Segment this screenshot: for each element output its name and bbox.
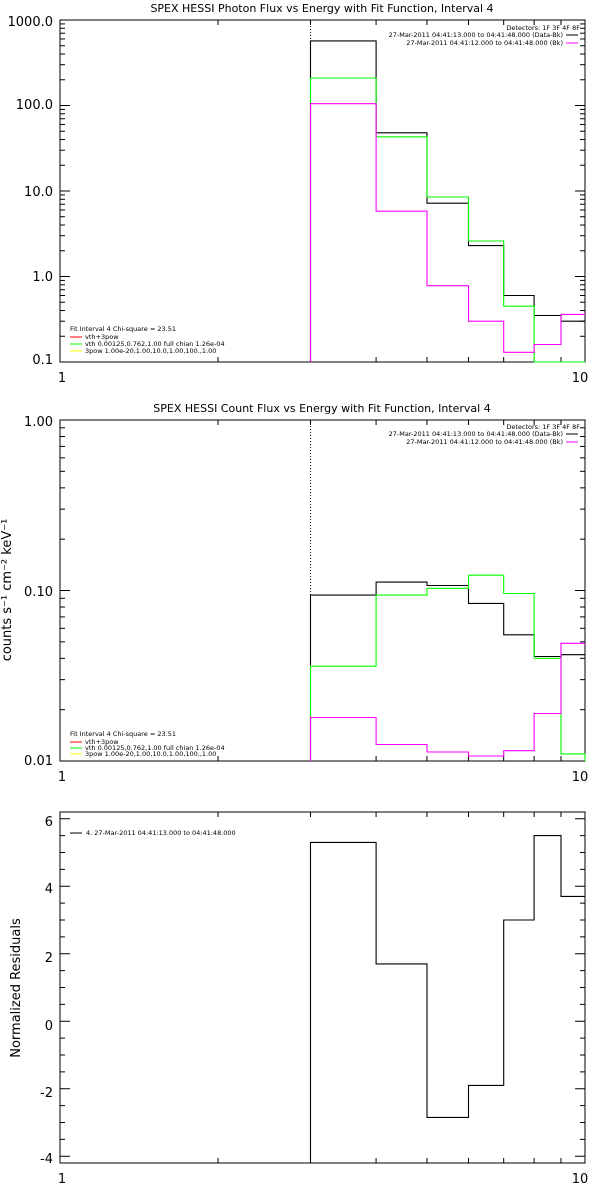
y-tick-label-2: 2 (45, 951, 53, 966)
legend-data-bk: 27-Mar-2011 04:41:13.000 to 04:41:48.000… (389, 430, 563, 438)
y-tick-label-0.01: 0.01 (24, 754, 53, 769)
x-tick-label-1: 1 (58, 1172, 66, 1187)
x-tick-label-10: 10 (572, 371, 589, 386)
x-tick-label-1: 1 (58, 770, 66, 785)
photon-flux-y-tick-labels: 0.1 1.0 10.0 100.0 1000.0 (8, 15, 54, 368)
residuals-x-tick-labels: 1 10 (58, 1172, 588, 1187)
count-flux-plot-frame (59, 419, 586, 762)
photon-flux-legend-top: Detectors: 1F 3F 4F 8F 27-Mar-2011 04:41… (389, 24, 581, 47)
y-tick-label-6: 6 (45, 815, 53, 830)
photon-flux-title: SPEX HESSI Photon Flux vs Energy with Fi… (150, 2, 493, 15)
y-tick-label-minus4: -4 (40, 1152, 53, 1167)
count-flux-ticks (59, 419, 586, 762)
legend-3pow: 3pow 1.00e-20,1.00,10.0,1.00,100.,1.00 (85, 750, 216, 758)
legend-vth3pow: vth+3pow (85, 738, 119, 746)
y-tick-label-10.0: 10.0 (24, 185, 53, 200)
legend-interval: 4. 27-Mar-2011 04:41:13.000 to 04:41:48.… (86, 829, 236, 837)
residuals-ticks (59, 812, 586, 1163)
y-tick-label-0: 0 (45, 1019, 53, 1034)
residuals-plot-frame (59, 811, 586, 1164)
legend-bk: 27-Mar-2011 04:41:12.000 to 04:41:48.000… (406, 438, 563, 446)
count-flux-series-0 (309, 581, 585, 761)
legend-data-bk: 27-Mar-2011 04:41:13.000 to 04:41:48.000… (389, 31, 563, 39)
y-tick-label-1000.0: 1000.0 (8, 15, 54, 30)
y-tick-label-minus2: -2 (40, 1086, 53, 1101)
photon-flux-panel: SPEX HESSI Photon Flux vs Energy with Fi… (8, 2, 589, 386)
y-tick-label-1.0: 1.0 (32, 270, 53, 285)
x-tick-label-1: 1 (58, 371, 66, 386)
legend-detectors: Detectors: 1F 3F 4F 8F (506, 24, 580, 32)
residuals-series-0 (309, 835, 585, 1163)
residuals-y-axis-label: Normalized Residuals (9, 918, 24, 1058)
photon-flux-series-1 (309, 77, 585, 363)
count-flux-y-tick-labels: 0.01 0.10 1.00 (24, 415, 53, 769)
count-flux-x-tick-labels: 1 10 (58, 770, 588, 785)
legend-3pow: 3pow 1.00e-20,1.00,10.0,1.00,100.,1.00 (85, 347, 216, 355)
count-flux-y-axis-label: counts s⁻¹ cm⁻² keV⁻¹ (0, 519, 15, 662)
y-tick-label-4: 4 (45, 882, 53, 897)
photon-flux-series-2 (309, 103, 585, 362)
y-tick-label-1.00: 1.00 (24, 415, 53, 430)
y-tick-label-100.0: 100.0 (16, 98, 53, 113)
count-flux-title: SPEX HESSI Count Flux vs Energy with Fit… (153, 402, 490, 415)
legend-vth3pow: vth+3pow (85, 333, 119, 341)
y-tick-label-0.10: 0.10 (24, 585, 53, 600)
count-flux-legend-top: Detectors: 1F 3F 4F 8F 27-Mar-2011 04:41… (389, 423, 581, 446)
photon-flux-plot-frame (59, 19, 586, 363)
legend-bk: 27-Mar-2011 04:41:12.000 to 04:41:48.000… (406, 39, 563, 47)
count-flux-series-2 (309, 642, 585, 761)
photon-flux-legend-bottom: Fit Interval 4 Chi-square = 23.51 vth+3p… (70, 325, 225, 355)
x-tick-label-10: 10 (572, 1172, 589, 1187)
y-tick-label-0.1: 0.1 (32, 353, 53, 368)
legend-vth: vth 0.00125,0.762,1.00 full chian 1.26e-… (85, 340, 225, 348)
residuals-legend: 4. 27-Mar-2011 04:41:13.000 to 04:41:48.… (70, 829, 236, 837)
residuals-y-tick-labels: -4 -2 0 2 4 6 (40, 815, 53, 1167)
photon-flux-series-0 (309, 40, 585, 362)
photon-flux-x-tick-labels: 1 10 (58, 371, 588, 386)
count-flux-legend-bottom: Fit Interval 4 Chi-square = 23.51 vth+3p… (70, 730, 225, 758)
legend-fit-interval: Fit Interval 4 Chi-square = 23.51 (70, 325, 176, 333)
residuals-panel: Normalized Residuals -4 -2 0 2 4 6 1 10 … (9, 811, 588, 1187)
legend-fit-interval: Fit Interval 4 Chi-square = 23.51 (70, 730, 176, 738)
legend-vth: vth 0.00125,0.762,1.00 full chian 1.26e-… (85, 744, 225, 752)
x-tick-label-10: 10 (572, 770, 589, 785)
count-flux-panel: SPEX HESSI Count Flux vs Energy with Fit… (0, 402, 588, 785)
count-flux-series-1 (309, 574, 586, 761)
photon-flux-ticks (59, 19, 586, 363)
legend-detectors: Detectors: 1F 3F 4F 8F (506, 423, 580, 431)
